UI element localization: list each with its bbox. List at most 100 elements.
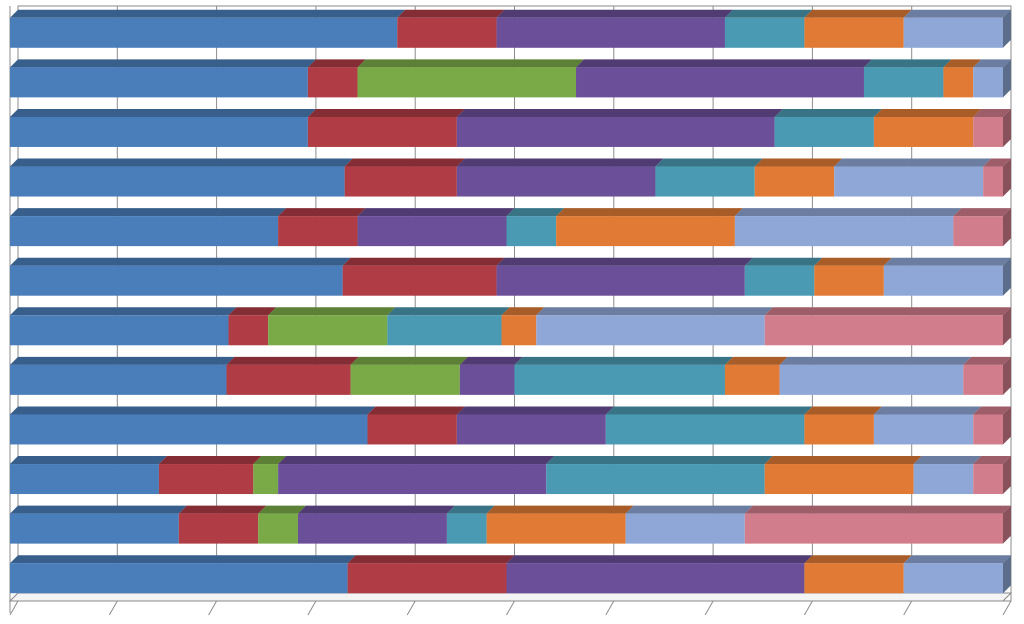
bar-segment-top bbox=[357, 208, 515, 217]
bar-segment-top bbox=[779, 356, 972, 365]
bar-segment bbox=[342, 265, 497, 296]
bar-segment bbox=[873, 116, 974, 147]
bar-segment bbox=[774, 116, 874, 147]
bar-segment-top bbox=[10, 208, 287, 217]
bar-segment-top bbox=[397, 9, 505, 18]
bar-segment bbox=[655, 166, 755, 197]
bar-segment-side bbox=[1003, 9, 1011, 48]
bar-segment bbox=[724, 364, 780, 395]
bar-segment bbox=[178, 513, 259, 544]
bar-segment bbox=[963, 364, 1003, 395]
bar-segment bbox=[506, 216, 557, 247]
bar-segment-top bbox=[734, 208, 962, 217]
bar-segment-top bbox=[456, 108, 783, 117]
bar-segment bbox=[625, 513, 745, 544]
bar-segment bbox=[10, 265, 343, 296]
x-axis-tick bbox=[307, 600, 317, 616]
bar-segment-top bbox=[576, 59, 872, 68]
bar-segment-top bbox=[973, 59, 1011, 68]
bar-segment-top bbox=[278, 456, 555, 465]
bar-segment-side bbox=[1003, 158, 1011, 197]
x-axis-tick bbox=[903, 600, 913, 616]
plot-floor bbox=[8, 592, 1013, 602]
bar-segment bbox=[744, 265, 815, 296]
bar-segment-top bbox=[764, 307, 1011, 316]
bar-segment bbox=[496, 265, 745, 296]
bar-segment-top bbox=[258, 505, 306, 514]
bar-segment bbox=[456, 414, 606, 445]
bar-segment bbox=[10, 464, 159, 495]
bar-segment bbox=[576, 67, 864, 98]
bar-segment-top bbox=[804, 406, 882, 415]
bar-segment-top bbox=[605, 406, 813, 415]
x-axis-tick bbox=[803, 600, 813, 616]
bar-segment-top bbox=[350, 356, 468, 365]
bar-segment bbox=[10, 166, 345, 197]
bar-segment-top bbox=[446, 505, 495, 514]
bar-segment bbox=[446, 513, 487, 544]
bar-segment-top bbox=[764, 456, 922, 465]
bar-segment bbox=[253, 464, 279, 495]
bar-segment bbox=[268, 315, 388, 346]
bar-segment bbox=[883, 265, 1003, 296]
bar-segment-top bbox=[278, 208, 366, 217]
bar-segment bbox=[344, 166, 457, 197]
bar-segment-side bbox=[1003, 555, 1011, 594]
bar-segment-top bbox=[546, 456, 773, 465]
bar-segment-top bbox=[744, 257, 823, 266]
bar-segment-top bbox=[307, 59, 366, 68]
bar-segment bbox=[397, 17, 497, 48]
bar-segment-side bbox=[1003, 307, 1011, 346]
bar-segment bbox=[350, 364, 460, 395]
bar-segment bbox=[158, 464, 254, 495]
bar-segment bbox=[873, 414, 974, 445]
bar-segment-top bbox=[10, 505, 187, 514]
bar-segment bbox=[764, 464, 914, 495]
bar-segment-top bbox=[456, 406, 614, 415]
bar-segment bbox=[514, 364, 725, 395]
bar-segment-top bbox=[903, 9, 1011, 18]
bar-segment-top bbox=[228, 307, 277, 316]
bar-segment-top bbox=[486, 505, 634, 514]
bar-segment bbox=[10, 116, 308, 147]
bar-segment-top bbox=[883, 257, 1011, 266]
bar-segment bbox=[357, 67, 577, 98]
bar-segment bbox=[983, 166, 1003, 197]
x-axis-tick bbox=[605, 600, 615, 616]
bar-segment-side bbox=[1003, 208, 1011, 247]
bar-segment-top bbox=[10, 158, 353, 167]
bar-segment-top bbox=[10, 257, 351, 266]
bar-segment bbox=[973, 116, 1003, 147]
bar-segment bbox=[486, 513, 626, 544]
bar-segment bbox=[804, 414, 874, 445]
bar-segment bbox=[10, 216, 279, 247]
bar-segment bbox=[456, 166, 656, 197]
bar-segment bbox=[814, 265, 884, 296]
bar-segment bbox=[459, 364, 515, 395]
x-axis-tick bbox=[506, 600, 515, 616]
bar-segment-side bbox=[1003, 505, 1011, 544]
bar-segment bbox=[226, 364, 351, 395]
bar-segment-top bbox=[963, 356, 1011, 365]
bar-segment-top bbox=[973, 406, 1011, 415]
bar-segment-top bbox=[10, 307, 237, 316]
bar-segment-top bbox=[344, 158, 465, 167]
bar-segment bbox=[10, 513, 179, 544]
bar-segment-top bbox=[501, 307, 545, 316]
bar-segment-side bbox=[1003, 108, 1011, 147]
bar-segment bbox=[347, 563, 507, 594]
bar-segment bbox=[10, 414, 368, 445]
bar-segment-top bbox=[834, 158, 992, 167]
bar-segment-top bbox=[514, 356, 733, 365]
bar-segment-top bbox=[556, 208, 743, 217]
bar-segment bbox=[10, 315, 229, 346]
bar-segment-top bbox=[973, 108, 1011, 117]
bar-segment-top bbox=[496, 9, 733, 18]
bar-segment-top bbox=[943, 59, 982, 68]
bar-segment bbox=[804, 17, 904, 48]
bar-segment-side bbox=[1003, 59, 1011, 98]
bar-segment-top bbox=[983, 158, 1011, 167]
bar-segment bbox=[913, 464, 974, 495]
bar-segment bbox=[556, 216, 735, 247]
bar-segment-side bbox=[1003, 406, 1011, 445]
